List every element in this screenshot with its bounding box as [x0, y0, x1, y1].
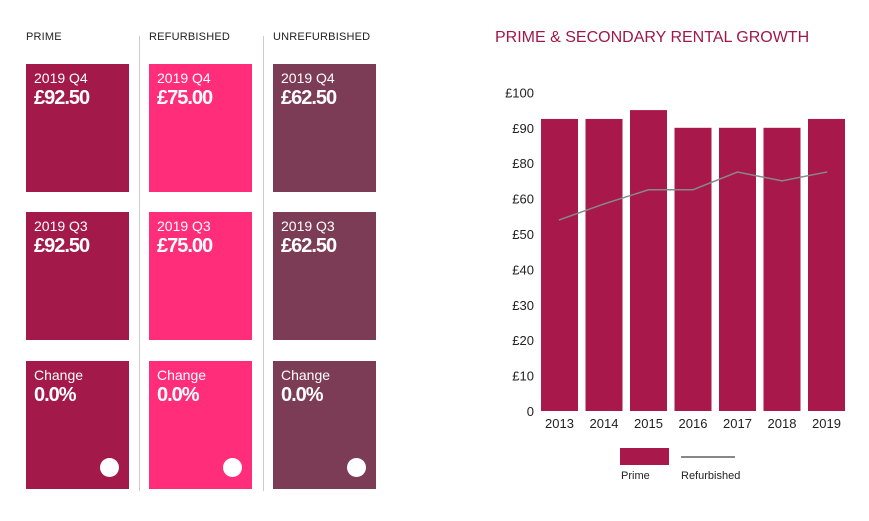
- column-heading: PRIME: [26, 31, 62, 43]
- refurbished-point: [647, 188, 650, 191]
- refurbished-point: [736, 171, 739, 173]
- x-tick-label: 2017: [723, 416, 752, 431]
- y-tick-label: 0: [527, 404, 534, 419]
- y-tick-label: £60: [512, 192, 534, 207]
- stat-label: Change: [34, 367, 84, 383]
- refurbished-point: [603, 203, 605, 205]
- stat-card: 2019 Q4 £92.50: [26, 64, 129, 192]
- info-dot-button[interactable]: [100, 458, 119, 477]
- bar-2014: [585, 118, 623, 411]
- bar-2017: [719, 127, 756, 412]
- bar-2019: [808, 118, 845, 411]
- stat-value: 0.0%: [34, 384, 77, 406]
- stat-card: 2019 Q4 £62.50: [273, 64, 376, 192]
- stat-label: 2019 Q4: [281, 70, 335, 86]
- refurbished-point: [558, 219, 561, 221]
- info-dot-button[interactable]: [347, 458, 366, 477]
- x-tick-label: 2019: [812, 416, 841, 431]
- y-tick-label: £80: [512, 156, 534, 171]
- divider: [263, 36, 264, 491]
- y-tick-label: £40: [512, 262, 534, 277]
- stat-label: 2019 Q4: [157, 70, 211, 86]
- stat-label: Change: [157, 367, 207, 383]
- stat-label: 2019 Q4: [34, 70, 88, 86]
- y-tick-label: £10: [512, 369, 534, 384]
- bar-2015: [630, 110, 667, 411]
- y-tick-label: £100: [505, 85, 534, 100]
- refurbished-point: [825, 171, 828, 173]
- stat-value: £62.50: [281, 87, 337, 109]
- stat-card: Change 0.0%: [149, 361, 252, 489]
- stat-value: £92.50: [34, 87, 90, 109]
- bar-2013: [541, 118, 578, 411]
- stat-value: £75.00: [157, 235, 213, 257]
- stat-label: Change: [281, 367, 331, 383]
- x-tick-label: 2016: [679, 416, 708, 431]
- legend-prime-label: Prime: [621, 470, 650, 482]
- stat-value: 0.0%: [157, 384, 200, 406]
- stat-label: 2019 Q3: [281, 218, 335, 234]
- stat-card: Change 0.0%: [26, 361, 129, 489]
- bar-2018: [763, 127, 801, 412]
- stat-card: 2019 Q4 £75.00: [149, 64, 252, 192]
- refurbished-point: [692, 188, 694, 191]
- stat-card: 2019 Q3 £62.50: [273, 212, 376, 340]
- x-tick-label: 2015: [634, 416, 663, 431]
- chart-title: PRIME & SECONDARY RENTAL GROWTH: [495, 29, 810, 46]
- y-tick-label: £90: [512, 121, 534, 136]
- x-tick-label: 2018: [768, 416, 797, 431]
- info-dot-button[interactable]: [223, 458, 242, 477]
- stat-value: £62.50: [281, 235, 337, 257]
- stat-value: £75.00: [157, 87, 213, 109]
- stat-card: Change 0.0%: [273, 361, 376, 489]
- y-tick-label: £20: [512, 333, 534, 348]
- stat-card: 2019 Q3 £92.50: [26, 212, 129, 340]
- x-tick-label: 2014: [590, 416, 619, 431]
- legend-prime-swatch: [620, 448, 669, 465]
- column-heading: UNREFURBISHED: [273, 31, 371, 43]
- refurbished-point: [781, 180, 783, 182]
- legend-refurbished-label: Refurbished: [681, 470, 740, 482]
- divider: [139, 36, 140, 491]
- stat-value: 0.0%: [281, 384, 324, 406]
- y-tick-label: £30: [512, 298, 534, 313]
- column-heading: REFURBISHED: [149, 31, 231, 43]
- stat-label: 2019 Q3: [157, 218, 211, 234]
- x-tick-label: 2013: [545, 416, 574, 431]
- stat-value: £92.50: [34, 235, 90, 257]
- y-tick-label: £50: [512, 227, 534, 242]
- stat-card: 2019 Q3 £75.00: [149, 212, 252, 340]
- stat-label: 2019 Q3: [34, 218, 88, 234]
- bar-2016: [674, 127, 712, 412]
